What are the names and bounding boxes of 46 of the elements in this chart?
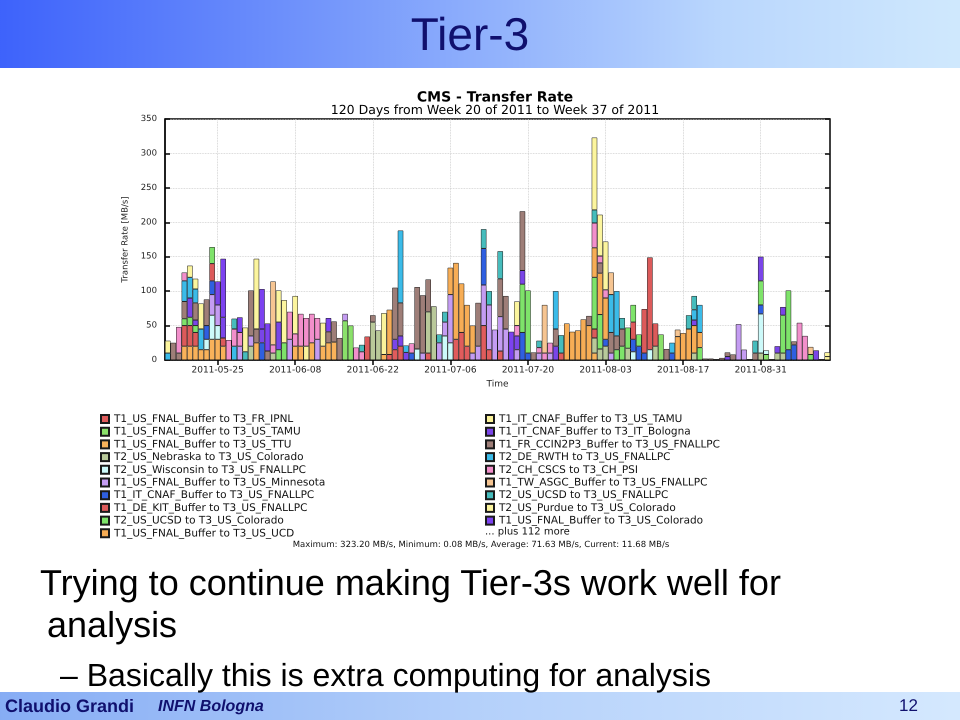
x-tick-label: 2011-07-20 (502, 366, 554, 376)
legend-label: T2_DE_RWTH to T3_US_FNALLPC (498, 451, 670, 464)
text: Trying to continue making Tier-3s work well for analysis (39, 562, 782, 646)
x-tick-label: 2011-06-22 (346, 366, 399, 376)
y-tick-label: 50 (146, 320, 157, 331)
y-tick-label: 250 (140, 182, 157, 193)
legend-label: T1_DE_KIT_Buffer to T3_US_FNALLPC (113, 502, 308, 514)
y-tick-label: 350 (140, 114, 157, 124)
y-axis-title: Transfer Rate [MB/s] (120, 196, 130, 284)
x-axis-title: Time (485, 380, 509, 390)
text: INFN Bologna (158, 697, 264, 717)
x-tick-label: 2011-05-25 (191, 366, 244, 376)
legend-label: T1_IT_CNAF_Buffer to T3_US_TAMU (498, 413, 682, 425)
text: ... plus 112 more (485, 526, 570, 538)
legend-label: T1_IT_CNAF_Buffer to T3_US_FNALLPC (113, 489, 314, 502)
text: Maximum: 323.20 MB/s, Minimum: 0.08 MB/s, Average: 71.63 MB/s, Current: 11.68 MB/s (292, 540, 670, 550)
legend-label: T1_IT_CNAF_Buffer to T3_IT_Bologna (498, 426, 691, 438)
legend-label: T2_US_Nebraska to T3_US_Colorado (113, 451, 304, 464)
y-tick-label: 100 (140, 286, 157, 296)
legend-label: T1_US_FNAL_Buffer to T3_US_TAMU (113, 426, 301, 438)
legend-label: T1_US_FNAL_Buffer to T3_US_Minnesota (113, 476, 326, 488)
legend-label: T1_US_FNAL_Buffer to T3_FR_IPNL (113, 413, 294, 425)
x-tick-label: 2011-08-17 (656, 366, 710, 376)
y-tick-label: 0 (152, 355, 157, 365)
x-tick-label: 2011-07-06 (424, 366, 477, 376)
text: Tier-3 (410, 7, 530, 62)
x-tick-label: 2011-08-03 (579, 366, 632, 376)
y-tick-label: 300 (140, 148, 157, 158)
legend-label: T1_TW_ASGC_Buffer to T3_US_FNALLPC (498, 476, 708, 488)
legend-label: T1_US_FNAL_Buffer to T3_US_Colorado (498, 514, 704, 527)
legend-label: T2_US_UCSD to T3_US_Colorado (113, 514, 284, 527)
text: – Basically this is extra computing for analysis (60, 656, 711, 694)
legend-label: T1_US_FNAL_Buffer to T3_US_TTU (113, 438, 292, 450)
y-tick-label: 200 (140, 217, 157, 228)
legend-label: T2_US_UCSD to T3_US_FNALLPC (498, 489, 668, 502)
legend-label: T1_US_FNAL_Buffer to T3_US_UCD (113, 527, 294, 540)
y-tick-label: 150 (140, 252, 157, 262)
bar (824, 352, 830, 357)
x-tick-label: 2011-08-31 (734, 366, 787, 376)
text: Claudio Grandi (5, 695, 134, 717)
legend-label: T1_FR_CCIN2P3_Buffer to T3_US_FNALLPC (498, 438, 720, 450)
legend-label: T2_CH_CSCS to T3_CH_PSI (498, 464, 638, 476)
legend-label: T2_US_Wisconsin to T3_US_FNALLPC (113, 464, 306, 476)
text: 12 (899, 695, 918, 717)
legend-label: T2_US_Purdue to T3_US_Colorado (498, 502, 676, 514)
x-tick-label: 2011-06-08 (269, 366, 322, 376)
